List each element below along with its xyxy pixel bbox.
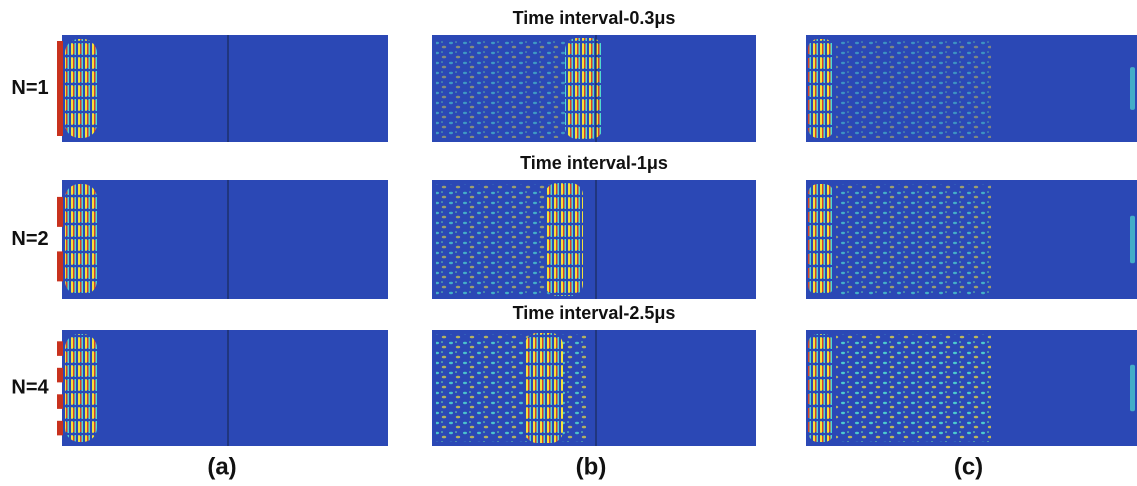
labels: N=1 Time interval-0.3μs N=2 Time interval-1…	[11, 8, 983, 481]
field-panel	[806, 180, 1137, 299]
wave-front	[65, 184, 97, 295]
column-label: (c)	[954, 453, 983, 480]
source-bar	[57, 394, 63, 409]
field-panel	[432, 35, 756, 142]
column-label: (b)	[576, 453, 607, 480]
field-panel	[57, 180, 388, 299]
source-bar	[57, 420, 63, 436]
time-label: Time interval-1μs	[520, 153, 668, 173]
source-bar	[57, 341, 63, 356]
wave-front	[808, 334, 834, 442]
scatter-field	[836, 39, 991, 138]
panel-background	[62, 330, 388, 446]
field-panel	[57, 35, 388, 142]
column-label: (a)	[207, 453, 236, 480]
edge-echo	[1130, 67, 1135, 110]
scatter-field	[436, 334, 586, 442]
source-bar	[57, 251, 63, 282]
field-panel	[432, 330, 756, 446]
row-label: N=4	[11, 376, 49, 398]
row-label: N=2	[11, 228, 48, 250]
source-bar	[57, 367, 63, 383]
panel-background	[62, 180, 388, 299]
wave-front	[65, 39, 97, 138]
edge-echo	[1130, 364, 1135, 412]
source-bar	[57, 196, 63, 227]
time-label: Time interval-0.3μs	[513, 8, 676, 28]
field-panel	[806, 330, 1137, 446]
scatter-field	[836, 184, 991, 295]
time-label: Time interval-2.5μs	[513, 303, 676, 323]
field-panel	[432, 180, 756, 299]
panels	[57, 35, 1137, 446]
source-bar	[57, 41, 63, 136]
wave-front	[808, 184, 834, 295]
panel-background	[62, 35, 388, 142]
scatter-field	[836, 334, 991, 442]
wave-front	[65, 334, 97, 442]
row-label: N=1	[11, 77, 48, 99]
edge-echo	[1130, 215, 1135, 264]
scatter-field	[436, 39, 566, 138]
wave-front	[565, 38, 603, 139]
wave-front	[525, 333, 563, 443]
field-panel	[806, 35, 1137, 142]
field-panel	[57, 330, 388, 446]
wave-front	[545, 183, 583, 296]
wave-front	[808, 39, 834, 138]
